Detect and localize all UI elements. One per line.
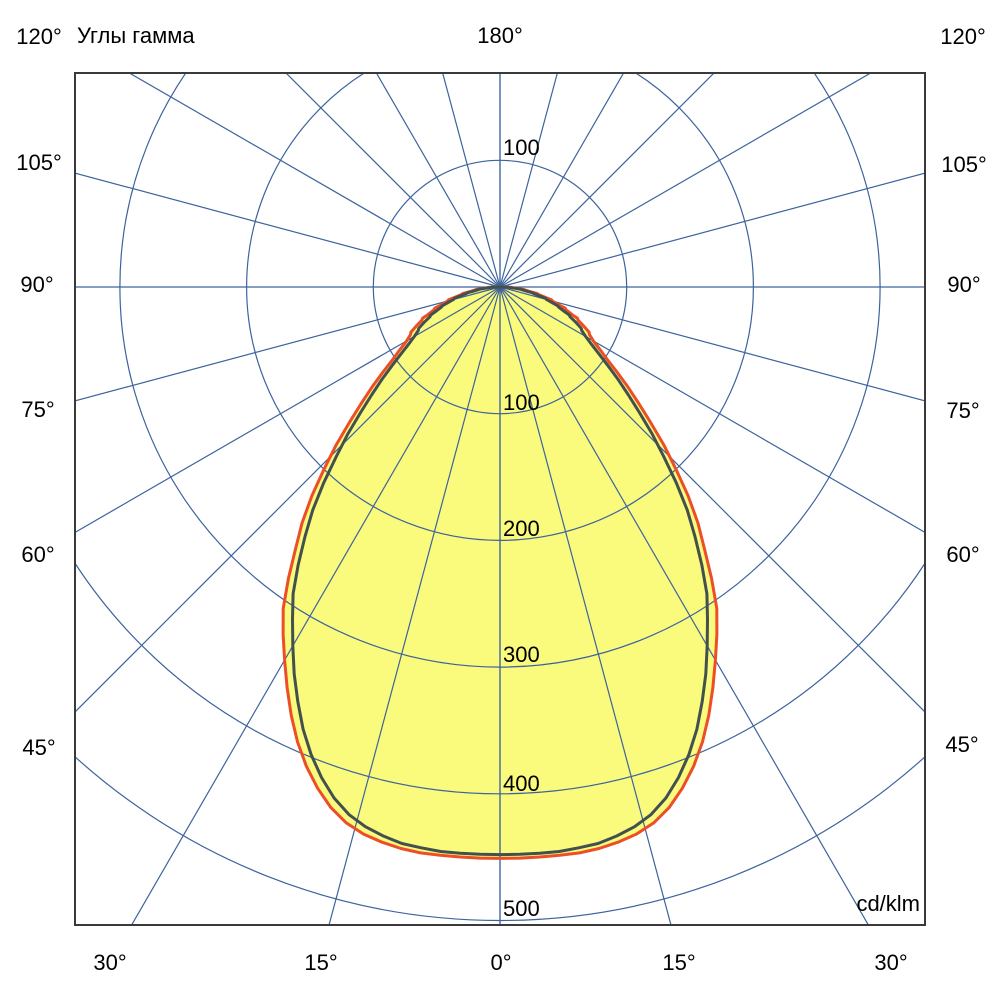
- gamma-label-right-45: 45°: [945, 732, 979, 757]
- gamma-label-right-105: 105°: [941, 152, 987, 177]
- gamma-label-left-90: 90°: [20, 272, 54, 297]
- gamma-label-bottom-15L: 15°: [304, 950, 338, 975]
- r-tick-300: 300: [503, 642, 540, 667]
- gamma-label-right-75: 75°: [946, 398, 980, 423]
- zenith-angle-label: 180°: [477, 23, 523, 48]
- r-tick-400: 400: [503, 771, 540, 796]
- r-tick-200: 200: [503, 516, 540, 541]
- gamma-label-left-75: 75°: [21, 397, 55, 422]
- gamma-label-left-120: 120°: [16, 24, 62, 49]
- unit-label: cd/klm: [856, 891, 920, 916]
- r-tick-100-upper: 100: [503, 135, 540, 160]
- page-title: Углы гамма: [77, 23, 195, 48]
- gamma-label-left-60: 60°: [21, 542, 55, 567]
- gamma-label-right-90: 90°: [947, 272, 981, 297]
- gamma-label-right-60: 60°: [946, 542, 980, 567]
- gamma-label-left-45: 45°: [22, 735, 56, 760]
- gamma-label-bottom-0: 0°: [490, 950, 512, 975]
- gamma-label-bottom-15R: 15°: [662, 950, 696, 975]
- gamma-label-right-120: 120°: [940, 24, 986, 49]
- gamma-label-bottom-30L: 30°: [93, 950, 127, 975]
- gamma-label-left-105: 105°: [16, 150, 62, 175]
- r-tick-100: 100: [503, 390, 540, 415]
- r-tick-500: 500: [503, 896, 540, 921]
- gamma-label-bottom-30R: 30°: [874, 950, 908, 975]
